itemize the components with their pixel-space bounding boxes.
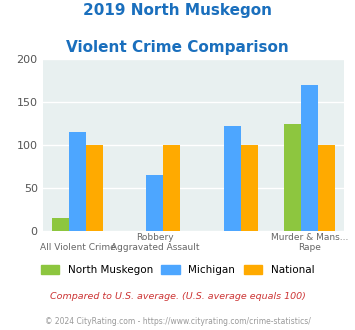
Bar (146, 175, 163, 231)
Text: Murder & Mans...: Murder & Mans... (271, 233, 348, 242)
Text: © 2024 CityRating.com - https://www.cityrating.com/crime-statistics/: © 2024 CityRating.com - https://www.city… (45, 317, 310, 326)
Bar (69, 132, 86, 231)
Text: All Violent Crime: All Violent Crime (39, 243, 115, 251)
Text: Rape: Rape (298, 243, 321, 251)
Bar (86, 145, 103, 231)
Text: Violent Crime Comparison: Violent Crime Comparison (66, 40, 289, 54)
Bar (284, 124, 301, 231)
Text: Compared to U.S. average. (U.S. average equals 100): Compared to U.S. average. (U.S. average … (50, 292, 305, 301)
Bar (318, 145, 335, 231)
Bar (224, 126, 241, 231)
Legend: North Muskegon, Michigan, National: North Muskegon, Michigan, National (37, 261, 318, 279)
Bar (301, 85, 318, 231)
Bar (163, 145, 180, 231)
Bar (241, 145, 258, 231)
Text: Robbery: Robbery (136, 233, 174, 242)
Text: Aggravated Assault: Aggravated Assault (110, 243, 199, 251)
Bar (52, 218, 69, 231)
Text: 2019 North Muskegon: 2019 North Muskegon (83, 3, 272, 18)
